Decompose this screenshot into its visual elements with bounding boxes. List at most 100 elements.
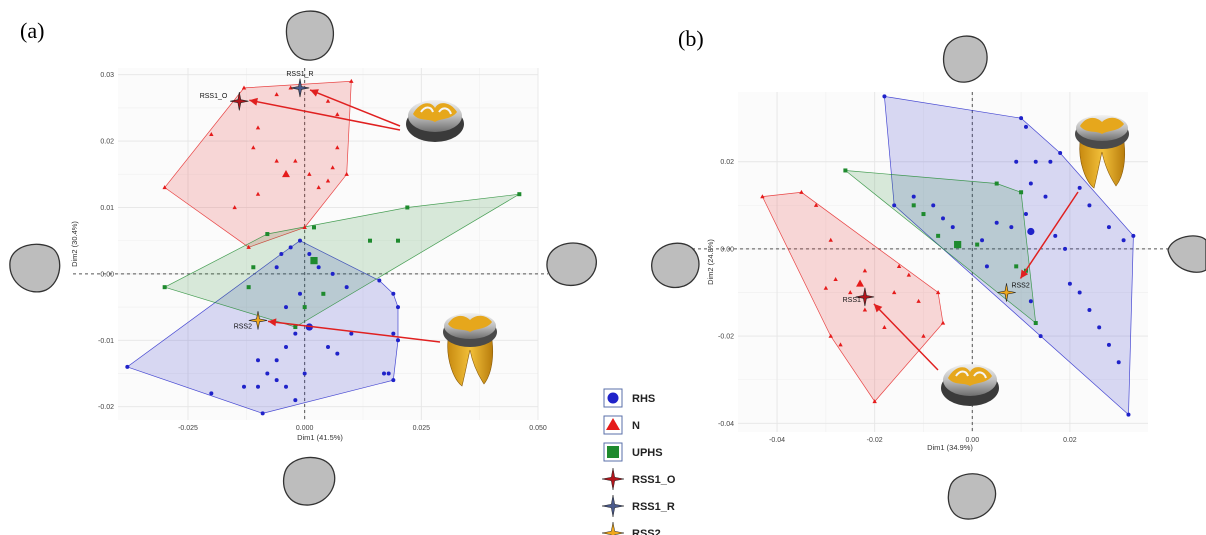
legend-label-n: N	[632, 420, 640, 432]
specimen-label-rss1: RSS1	[843, 297, 861, 304]
point-rhs	[284, 305, 288, 309]
point-rhs	[931, 203, 935, 207]
legend-label-rss2: RSS2	[632, 528, 661, 535]
x-tick-label: -0.04	[769, 437, 785, 444]
point-rhs	[284, 345, 288, 349]
point-rhs	[293, 332, 297, 336]
point-rhs	[326, 345, 330, 349]
point-rhs	[382, 372, 386, 376]
legend-label-rhs: RHS	[632, 393, 655, 405]
x-tick-label: 0.025	[413, 425, 431, 432]
outline-shape-a-left	[10, 244, 60, 292]
point-rhs	[951, 225, 955, 229]
point-uphs	[517, 192, 521, 196]
y-tick-label: -0.04	[718, 421, 734, 428]
y-tick-label: 0.00	[720, 246, 734, 253]
point-rhs	[882, 94, 886, 98]
point-uphs	[912, 203, 916, 207]
point-rhs	[256, 358, 260, 362]
legend: RHS N UPHS RSS1_O RSS1_R RSS2	[602, 389, 676, 535]
legend-label-rss1_o: RSS1_O	[632, 474, 676, 486]
plot-a-ylabel: Dim2 (30.4%)	[70, 221, 79, 267]
y-tick-label: 0.01	[100, 205, 114, 212]
point-rhs	[1117, 360, 1121, 364]
point-rhs	[256, 385, 260, 389]
outline-shape-b-bottom	[948, 474, 995, 519]
centroid-rhs	[1027, 228, 1034, 235]
legend-swatch-rss1_o	[602, 468, 624, 490]
point-rhs	[1107, 343, 1111, 347]
panel-a: (a) RSS1_ORSS1_RRSS2 -0.025 0.000 0.025 0.0…	[20, 18, 548, 442]
point-rhs	[1024, 212, 1028, 216]
point-rhs	[1078, 186, 1082, 190]
point-rhs	[1078, 291, 1082, 295]
point-uphs	[251, 265, 255, 269]
x-tick-label: 0.02	[1063, 437, 1077, 444]
tooth-crown-a-top	[406, 100, 464, 142]
point-rhs	[317, 265, 321, 269]
point-rhs	[345, 285, 349, 289]
outline-shape-a-right	[547, 243, 596, 285]
tooth-crown-b-bottom	[941, 364, 999, 406]
outline-shape-b-top	[944, 36, 988, 82]
point-rhs	[391, 292, 395, 296]
point-rhs	[331, 272, 335, 276]
legend-swatch-uphs	[607, 446, 619, 458]
legend-swatch-rss1_r	[602, 495, 624, 517]
point-uphs	[1019, 190, 1023, 194]
x-tick-label: 0.000	[296, 425, 314, 432]
plot-b-xlabel: Dim1 (34.9%)	[927, 443, 973, 452]
point-rhs	[980, 238, 984, 242]
y-tick-label: 0.02	[100, 139, 114, 146]
point-rhs	[1131, 234, 1135, 238]
plot-a-xlabel: Dim1 (41.5%)	[297, 433, 343, 442]
point-uphs	[303, 305, 307, 309]
point-rhs	[396, 338, 400, 342]
outline-shape-a-bottom	[284, 457, 335, 505]
outline-shape-a-top	[286, 11, 333, 60]
point-rhs	[275, 378, 279, 382]
point-rhs	[1029, 182, 1033, 186]
point-uphs	[921, 212, 925, 216]
point-uphs	[396, 239, 400, 243]
point-rhs	[275, 358, 279, 362]
point-rhs	[1044, 195, 1048, 199]
legend-label-uphs: UPHS	[632, 447, 663, 459]
outline-shape-b-left	[652, 243, 699, 287]
point-rhs	[125, 365, 129, 369]
point-rhs	[1097, 325, 1101, 329]
point-rhs	[289, 245, 293, 249]
point-uphs	[368, 239, 372, 243]
point-uphs	[293, 325, 297, 329]
x-tick-label: 0.050	[529, 425, 547, 432]
point-rhs	[892, 203, 896, 207]
point-uphs	[265, 232, 269, 236]
legend-label-rss1_r: RSS1_R	[632, 501, 675, 513]
point-rhs	[1087, 203, 1091, 207]
point-uphs	[1034, 321, 1038, 325]
point-uphs	[843, 168, 847, 172]
y-tick-label: 0.02	[720, 159, 734, 166]
point-rhs	[391, 378, 395, 382]
point-rhs	[1039, 334, 1043, 338]
point-uphs	[321, 292, 325, 296]
point-rhs	[265, 372, 269, 376]
point-rhs	[284, 385, 288, 389]
point-rhs	[1034, 160, 1038, 164]
point-rhs	[1014, 160, 1018, 164]
point-uphs	[936, 234, 940, 238]
point-rhs	[985, 264, 989, 268]
point-rhs	[209, 391, 213, 395]
point-uphs	[1014, 264, 1018, 268]
point-rhs	[912, 195, 916, 199]
point-rhs	[1058, 151, 1062, 155]
point-rhs	[303, 372, 307, 376]
point-rhs	[275, 265, 279, 269]
centroid-uphs	[310, 257, 317, 264]
plot-b-ylabel: Dim2 (24.8%)	[706, 239, 715, 285]
point-rhs	[293, 398, 297, 402]
point-uphs	[163, 285, 167, 289]
point-rhs	[1019, 116, 1023, 120]
point-rhs	[941, 216, 945, 220]
